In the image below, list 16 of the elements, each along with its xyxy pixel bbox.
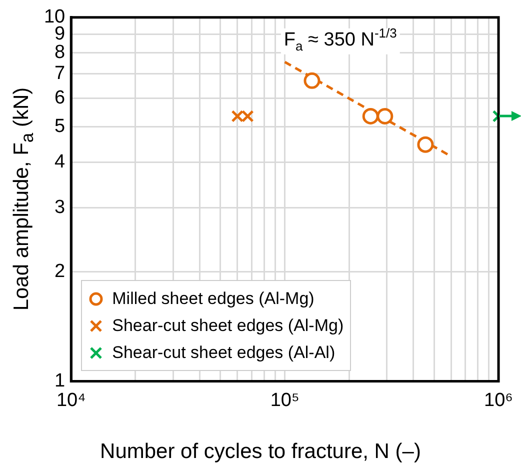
x-tick-label: 10⁵ xyxy=(270,390,300,411)
x-axis-title: Number of cycles to fracture, N (–) xyxy=(99,440,422,464)
y-tick-label: 7 xyxy=(54,62,66,84)
y-tick-label: 5 xyxy=(54,116,66,138)
y-tick-label: 2 xyxy=(54,260,66,282)
legend-label: Shear-cut sheet edges (Al-Mg) xyxy=(112,316,344,336)
x-tick-label: 10⁶ xyxy=(484,390,514,411)
y-tick-label: 3 xyxy=(54,196,66,218)
y-tick-label: 8 xyxy=(54,42,66,63)
legend-label: Shear-cut sheet edges (Al-Al) xyxy=(112,342,336,363)
y-tick-label: 1 xyxy=(54,370,66,392)
y-tick-label: 4 xyxy=(54,151,66,172)
y-tick-label: 9 xyxy=(54,23,66,44)
legend-label: Milled sheet edges (Al-Mg) xyxy=(112,288,314,309)
y-tick-label: 6 xyxy=(54,87,66,108)
x-tick-label: 10⁴ xyxy=(56,390,86,411)
